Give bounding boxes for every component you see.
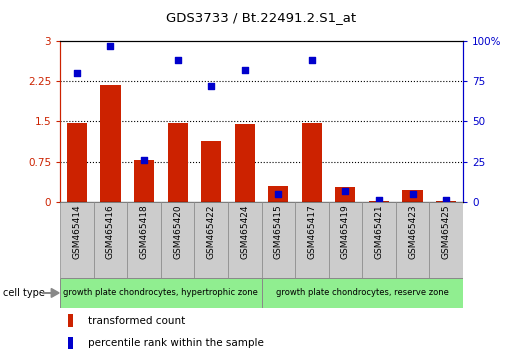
Point (241, 67, 249, 73)
Bar (201, 141, 221, 202)
Text: GSM465422: GSM465422 (207, 204, 215, 258)
Text: growth plate chondrocytes, hypertrophic zone: growth plate chondrocytes, hypertrophic … (63, 289, 258, 297)
FancyBboxPatch shape (228, 202, 262, 278)
Text: GSM465420: GSM465420 (173, 204, 182, 259)
FancyBboxPatch shape (60, 278, 262, 308)
Text: GSM465424: GSM465424 (240, 204, 249, 258)
Text: percentile rank within the sample: percentile rank within the sample (88, 338, 264, 348)
FancyBboxPatch shape (295, 202, 328, 278)
Text: transformed count: transformed count (88, 316, 186, 326)
Bar (67, 123, 87, 202)
Point (174, 57, 182, 63)
Point (140, 157, 148, 163)
FancyBboxPatch shape (60, 202, 94, 278)
Bar (235, 125, 255, 202)
FancyBboxPatch shape (195, 202, 228, 278)
Text: GSM465416: GSM465416 (106, 204, 115, 259)
FancyBboxPatch shape (94, 202, 127, 278)
Text: GSM465414: GSM465414 (72, 204, 82, 259)
Bar (268, 186, 288, 202)
Text: GSM465415: GSM465415 (274, 204, 283, 259)
Bar (167, 123, 188, 202)
Bar (302, 123, 322, 202)
Point (308, 57, 316, 63)
Bar (100, 85, 120, 202)
Point (73, 70, 81, 76)
FancyBboxPatch shape (429, 202, 463, 278)
Bar (403, 190, 423, 202)
FancyBboxPatch shape (161, 202, 195, 278)
Text: growth plate chondrocytes, reserve zone: growth plate chondrocytes, reserve zone (276, 289, 449, 297)
Text: GSM465417: GSM465417 (308, 204, 316, 259)
Point (106, 43, 115, 48)
FancyBboxPatch shape (262, 278, 463, 308)
Text: GDS3733 / Bt.22491.2.S1_at: GDS3733 / Bt.22491.2.S1_at (166, 11, 357, 24)
Text: GSM465425: GSM465425 (441, 204, 451, 259)
Point (442, 197, 450, 203)
Text: cell type: cell type (3, 288, 44, 298)
FancyBboxPatch shape (362, 202, 396, 278)
Bar (369, 201, 389, 202)
FancyBboxPatch shape (396, 202, 429, 278)
Point (274, 191, 282, 196)
FancyBboxPatch shape (328, 202, 362, 278)
Point (375, 197, 383, 203)
Text: GSM465418: GSM465418 (140, 204, 149, 259)
Point (207, 83, 215, 88)
Text: GSM465419: GSM465419 (341, 204, 350, 259)
Point (341, 188, 349, 193)
Bar (134, 160, 154, 202)
Bar (335, 187, 356, 202)
FancyBboxPatch shape (127, 202, 161, 278)
Text: GSM465423: GSM465423 (408, 204, 417, 259)
Point (408, 191, 417, 196)
Text: GSM465421: GSM465421 (374, 204, 383, 259)
Bar (436, 201, 456, 202)
Bar (68, 314, 73, 327)
Bar (68, 337, 73, 349)
FancyBboxPatch shape (262, 202, 295, 278)
